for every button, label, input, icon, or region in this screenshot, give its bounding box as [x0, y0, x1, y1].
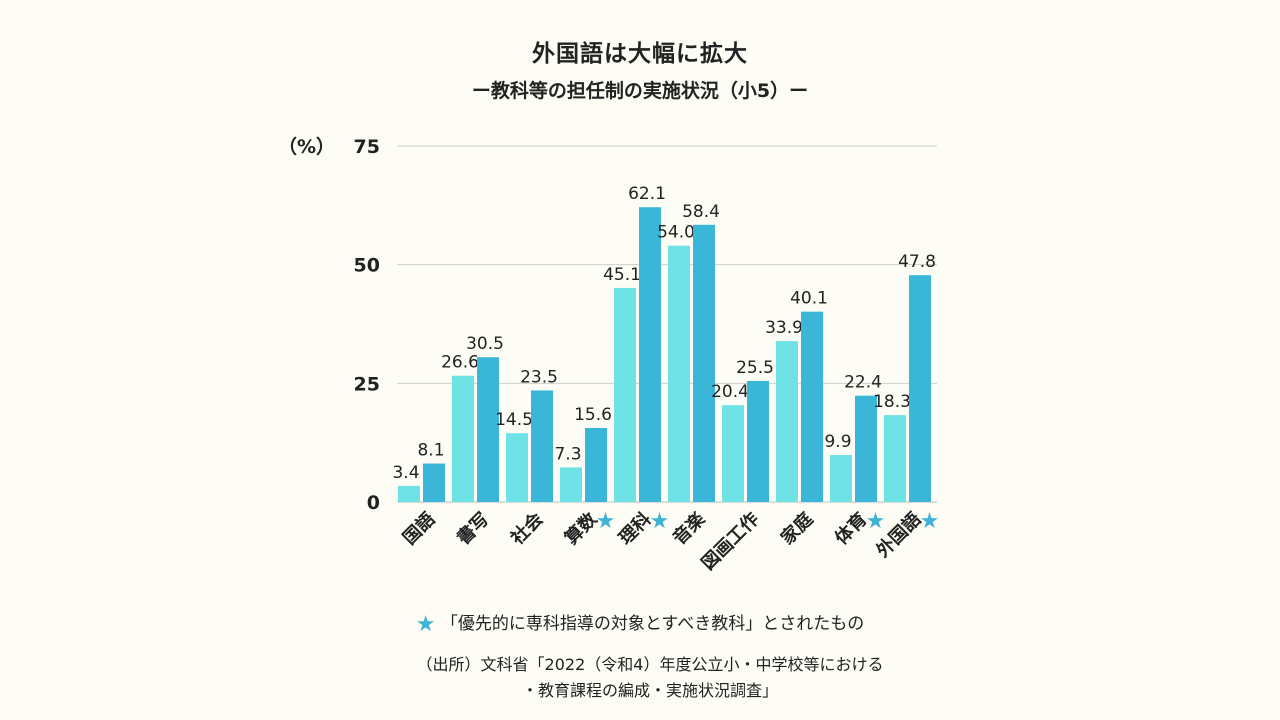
data-label: 23.5	[520, 367, 558, 387]
bar	[423, 463, 445, 502]
data-label: 25.5	[736, 358, 774, 378]
chart-subtitle: ー教科等の担任制の実施状況（小5）ー	[471, 80, 809, 102]
bar	[560, 467, 582, 502]
bar	[693, 224, 715, 502]
bar	[747, 380, 769, 502]
data-label: 20.4	[711, 382, 749, 402]
bar	[801, 311, 823, 502]
bar	[855, 395, 877, 502]
data-label: 3.4	[392, 463, 419, 483]
bar	[668, 245, 690, 502]
data-label: 58.4	[682, 202, 720, 222]
data-label: 14.5	[495, 410, 533, 430]
bar	[585, 427, 607, 502]
bar	[639, 207, 661, 502]
legend: ★ 「優先的に専科指導の対象とすべき教科」とされたもの	[0, 609, 1280, 637]
data-label: 47.8	[898, 252, 936, 272]
x-tick-label: 図画工作	[697, 508, 763, 574]
bar	[909, 275, 931, 502]
star-icon: ★	[650, 509, 670, 534]
data-label: 7.3	[554, 444, 581, 464]
data-label: 22.4	[844, 373, 882, 393]
y-tick-label: 50	[354, 255, 380, 277]
y-tick-label: 25	[354, 373, 380, 395]
data-label: 33.9	[765, 318, 803, 338]
star-icon: ★	[596, 509, 616, 534]
data-label: 26.6	[441, 353, 479, 373]
x-tick-label: 国語	[398, 508, 439, 549]
data-label: 62.1	[628, 184, 666, 204]
bar	[398, 485, 420, 502]
bar	[614, 287, 636, 502]
data-label: 18.3	[873, 392, 911, 412]
data-label: 8.1	[417, 441, 444, 461]
data-label: 15.6	[574, 405, 612, 425]
bar	[477, 357, 499, 502]
star-icon: ★	[866, 509, 886, 534]
source-line-2: ・教育課程の編成・実施状況調査」	[521, 681, 778, 700]
bar	[722, 405, 744, 502]
x-tick-label: 社会	[506, 508, 547, 549]
source-note: （出所）文科省「2022（令和4）年度公立小・中学校等における ・教育課程の編成…	[0, 652, 1280, 704]
chart-title: 外国語は大幅に拡大	[532, 41, 748, 67]
bar	[830, 455, 852, 502]
bar	[776, 341, 798, 502]
star-icon: ★	[415, 612, 436, 637]
legend-note: 「優先的に専科指導の対象とすべき教科」とされたもの	[440, 614, 865, 634]
x-tick-label: 音楽	[668, 507, 710, 549]
data-label: 54.0	[657, 223, 695, 243]
y-tick-label: 75	[354, 136, 380, 158]
source-line-1: （出所）文科省「2022（令和4）年度公立小・中学校等における	[416, 655, 884, 674]
bar	[452, 375, 474, 502]
data-label: 9.9	[824, 432, 851, 452]
x-tick-label: 書写	[453, 509, 493, 549]
data-label: 40.1	[790, 289, 828, 309]
x-tick-label: 家庭	[776, 508, 817, 549]
bar	[531, 390, 553, 502]
y-tick-label: 0	[367, 492, 380, 514]
y-axis-label: （%）	[278, 135, 335, 158]
data-label: 30.5	[466, 334, 504, 354]
bar-chart: 0 25 50 75 （%） 3.48.1 国語 26.630.5 書写 14.5 23.5 社会 7.…	[278, 135, 940, 574]
bar	[884, 415, 906, 502]
star-icon: ★	[920, 509, 940, 534]
data-label: 45.1	[603, 265, 641, 285]
bar	[506, 433, 528, 502]
